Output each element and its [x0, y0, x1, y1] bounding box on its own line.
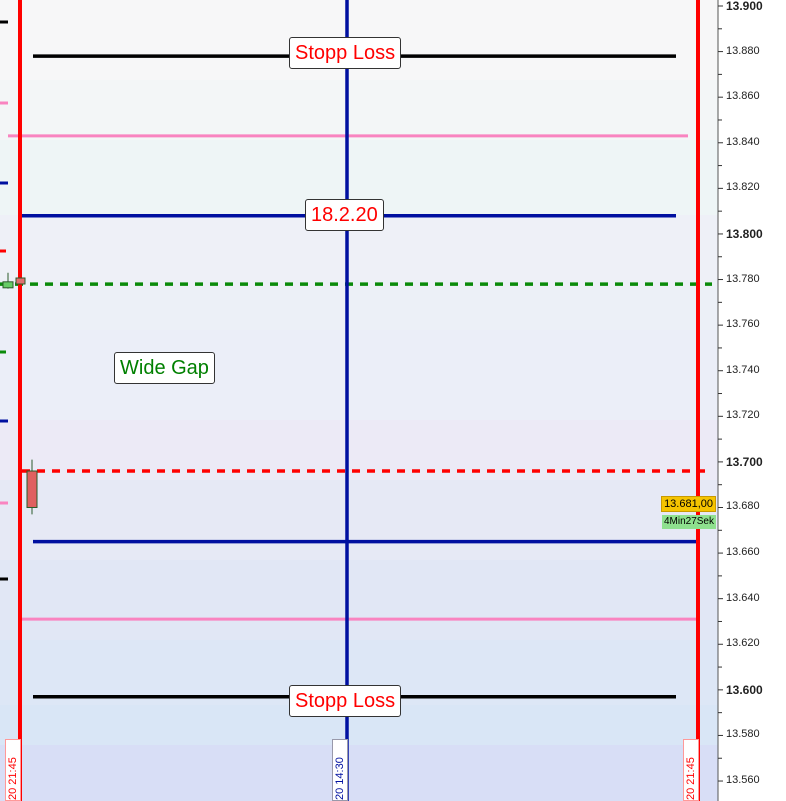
axis-tick-label: 13.660 — [726, 546, 760, 559]
axis-tick-label: 13.580 — [726, 728, 760, 741]
current-price-badge: 13.681,00 — [661, 496, 716, 512]
candle-body — [15, 277, 26, 285]
axis-tick-label: 13.780 — [726, 272, 760, 285]
background-band — [0, 745, 718, 801]
time-label-center: 20 14:30 — [332, 739, 348, 801]
background-band — [0, 80, 718, 140]
axis-tick-label: 13.820 — [726, 181, 760, 194]
annotation-stopp-loss-top: Stopp Loss — [289, 37, 402, 69]
axis-tick-label: 13.840 — [726, 135, 760, 148]
background-band — [0, 280, 718, 330]
annotation-stopp-loss-bottom: Stopp Loss — [289, 685, 402, 717]
axis-tick-label: 13.880 — [726, 44, 760, 57]
axis-tick-label: 13.700 — [726, 454, 763, 469]
axis-tick-label: 13.760 — [726, 318, 760, 331]
axis-tick-label: 13.620 — [726, 637, 760, 650]
axis-tick-label: 13.560 — [726, 774, 760, 787]
annotation-date: 18.2.20 — [305, 199, 384, 231]
background-band — [0, 330, 718, 420]
axis-tick-label: 13.720 — [726, 409, 760, 422]
background-band — [0, 480, 718, 560]
axis-tick-label: 13.900 — [726, 0, 763, 13]
candle-body — [2, 281, 14, 289]
axis-background — [718, 0, 786, 801]
axis-tick-label: 13.640 — [726, 591, 760, 604]
axis-tick-label: 13.600 — [726, 682, 763, 697]
time-label-left: 20 21:45 — [5, 739, 21, 801]
axis-tick-label: 13.680 — [726, 500, 760, 513]
axis-tick-label: 13.800 — [726, 226, 763, 241]
time-label-right: 20 21:45 — [683, 739, 699, 801]
candle-body — [26, 470, 38, 508]
annotation-wide-gap: Wide Gap — [114, 352, 215, 384]
countdown-badge: 4Min27Sek — [661, 515, 716, 529]
background-band — [0, 560, 718, 640]
axis-tick-label: 13.740 — [726, 363, 760, 376]
axis-tick-label: 13.860 — [726, 90, 760, 103]
